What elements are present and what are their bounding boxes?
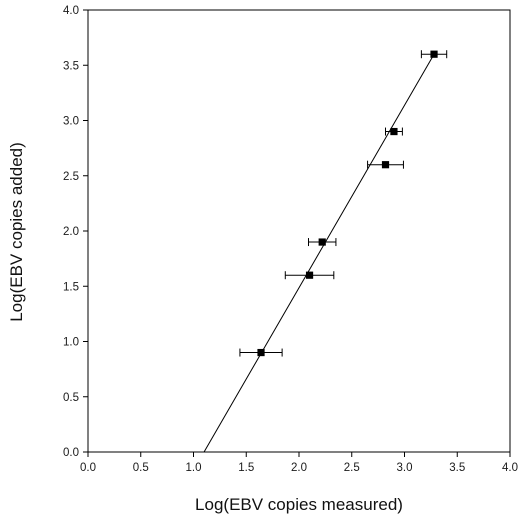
- y-tick-label: 3.0: [63, 116, 79, 128]
- data-point-marker: [430, 50, 438, 58]
- x-tick-label: 0.5: [133, 462, 149, 474]
- data-point-marker: [390, 127, 398, 136]
- x-tick-label: 1.0: [186, 462, 202, 474]
- x-tick-label: 1.5: [238, 462, 254, 474]
- x-axis-label: Log(EBV copies measured): [195, 495, 403, 514]
- y-tick-label: 3.5: [63, 60, 79, 72]
- x-tick-label: 2.0: [291, 462, 307, 474]
- y-tick-label: 0.0: [63, 447, 79, 459]
- data-points-layer: [257, 50, 438, 357]
- data-point-marker: [381, 161, 390, 169]
- data-point-marker: [318, 238, 326, 246]
- regression-line: [203, 53, 435, 453]
- y-tick-label: 2.0: [63, 226, 79, 238]
- x-tick-label: 3.5: [449, 462, 465, 474]
- data-point-marker: [305, 271, 314, 279]
- data-point-marker: [257, 348, 265, 357]
- y-tick-label: 0.5: [63, 392, 79, 404]
- x-tick-label: 4.0: [502, 462, 518, 474]
- x-tick-label: 3.0: [397, 462, 413, 474]
- y-tick-label: 1.5: [63, 281, 79, 293]
- regression-line-layer: [203, 53, 435, 453]
- y-tick-label: 1.0: [63, 337, 79, 349]
- y-tick-label: 2.5: [63, 171, 79, 183]
- x-tick-label: 0.0: [80, 462, 96, 474]
- y-tick-label: 4.0: [63, 5, 79, 17]
- axis-ticks-layer: 0.0 0.5 1.0 1.5 2.0 2.5 3.0 3.5 4.0 0.0 0.5 1.0 1.5 2…: [63, 5, 518, 474]
- error-bars-layer: [239, 50, 448, 357]
- y-axis-label: Log(EBV copies added): [7, 142, 26, 322]
- x-tick-label: 2.5: [344, 462, 360, 474]
- plot-area-frame: [87, 9, 511, 453]
